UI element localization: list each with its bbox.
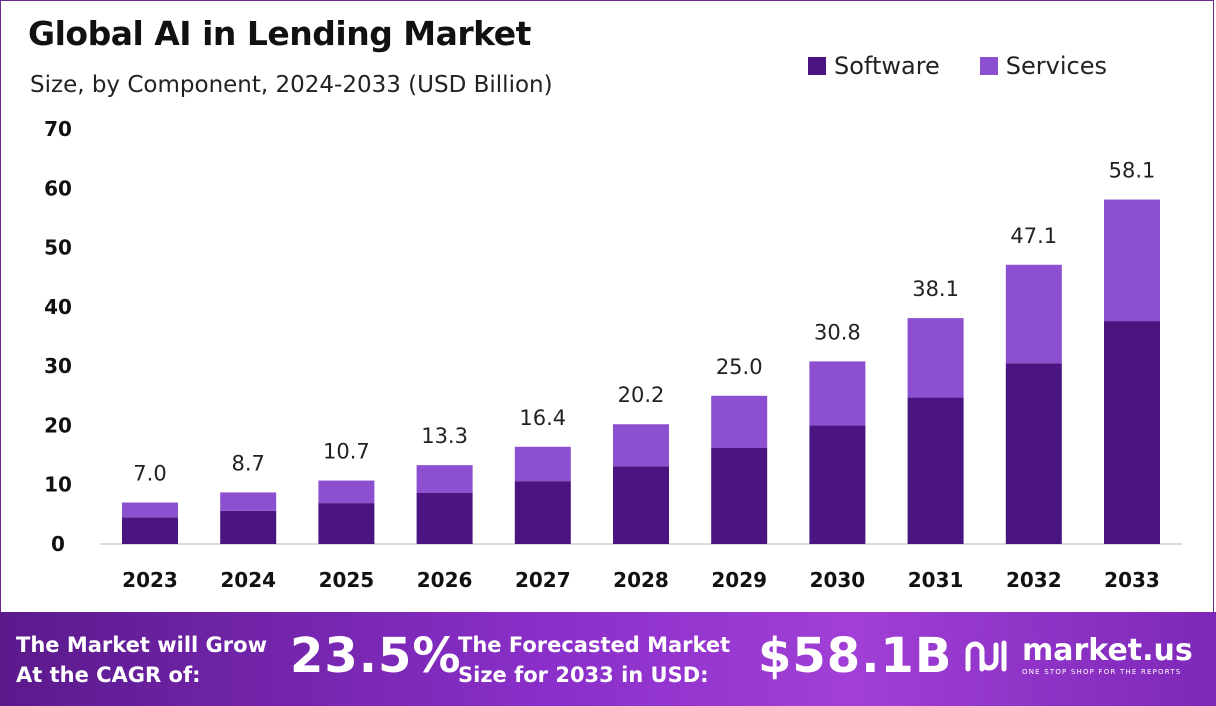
bar-services-2029 (711, 395, 768, 448)
bar-software-2026 (416, 493, 473, 544)
x-tick-label: 2029 (711, 568, 767, 592)
bar-software-2023 (122, 517, 178, 544)
legend-label-software: Software (834, 52, 940, 80)
bar-services-2025 (318, 480, 375, 504)
x-tick-label: 2031 (908, 568, 964, 592)
cagr-value: 23.5% (290, 628, 462, 684)
bar-services-2033 (1104, 199, 1160, 322)
chart-subtitle: Size, by Component, 2024-2033 (USD Billi… (30, 72, 553, 98)
bar-services-2026 (416, 465, 473, 494)
summary-banner: The Market will Grow At the CAGR of: 23.… (0, 612, 1216, 706)
bar-software-2027 (514, 481, 571, 544)
x-tick-label: 2028 (613, 568, 669, 592)
data-label-total: 10.7 (323, 440, 370, 464)
data-label-total: 7.0 (133, 462, 166, 486)
x-tick-label: 2025 (319, 568, 375, 592)
x-tick-label: 2030 (810, 568, 866, 592)
bar-software-2032 (1005, 363, 1062, 544)
x-tick-label: 2033 (1104, 568, 1160, 592)
y-tick-label: 30 (44, 354, 72, 378)
bar-software-2028 (613, 466, 669, 544)
forecast-value: $58.1B (758, 628, 953, 684)
legend: Software Services (808, 52, 1107, 80)
legend-swatch-software (808, 57, 826, 75)
bar-services-2030 (809, 361, 866, 426)
bar-services-2024 (220, 492, 277, 511)
bar-software-2033 (1104, 321, 1160, 544)
y-tick-label: 20 (44, 413, 72, 437)
bar-software-2024 (220, 510, 277, 544)
data-label-total: 58.1 (1109, 159, 1156, 183)
data-label-total: 20.2 (618, 383, 665, 407)
market-us-logo[interactable]: market.us ONE STOP SHOP FOR THE REPORTS (964, 636, 1193, 676)
y-tick-label: 70 (44, 117, 72, 141)
legend-label-services: Services (1005, 52, 1107, 80)
y-tick-label: 60 (44, 176, 72, 200)
y-tick-label: 0 (51, 532, 65, 556)
bar-services-2028 (613, 424, 669, 467)
forecast-label: The Forecasted Market Size for 2033 in U… (458, 633, 731, 687)
x-tick-label: 2032 (1006, 568, 1062, 592)
bar-software-2031 (907, 397, 964, 544)
logo-tagline: ONE STOP SHOP FOR THE REPORTS (1022, 668, 1182, 676)
market-us-logo-icon (965, 640, 1007, 672)
bar-software-2029 (711, 447, 768, 544)
bar-chart: 0102030405060707.020238.7202410.7202513.… (44, 117, 1182, 592)
legend-item-services: Services (979, 52, 1107, 80)
x-tick-label: 2027 (515, 568, 571, 592)
y-tick-label: 40 (44, 295, 72, 319)
x-tick-label: 2026 (417, 568, 473, 592)
data-label-total: 16.4 (519, 406, 566, 430)
data-label-total: 13.3 (421, 424, 468, 448)
data-label-total: 30.8 (814, 320, 861, 344)
logo-name: market.us (1022, 633, 1193, 668)
x-tick-label: 2023 (122, 568, 178, 592)
bar-services-2027 (514, 446, 571, 482)
chart-title: Global AI in Lending Market (28, 14, 531, 53)
data-label-total: 47.1 (1010, 224, 1057, 248)
bar-software-2030 (809, 425, 866, 544)
data-label-total: 8.7 (231, 451, 264, 475)
bar-services-2032 (1005, 264, 1062, 364)
data-label-total: 25.0 (716, 355, 763, 379)
x-tick-label: 2024 (220, 568, 276, 592)
cagr-label: The Market will Grow At the CAGR of: (16, 633, 267, 687)
data-label-total: 38.1 (912, 277, 959, 301)
legend-item-software: Software (808, 52, 940, 80)
bar-services-2023 (122, 502, 178, 518)
legend-swatch-services (979, 57, 998, 75)
y-tick-label: 50 (44, 236, 72, 260)
bar-software-2025 (318, 503, 375, 544)
bar-services-2031 (907, 318, 964, 398)
y-tick-label: 10 (44, 473, 72, 497)
